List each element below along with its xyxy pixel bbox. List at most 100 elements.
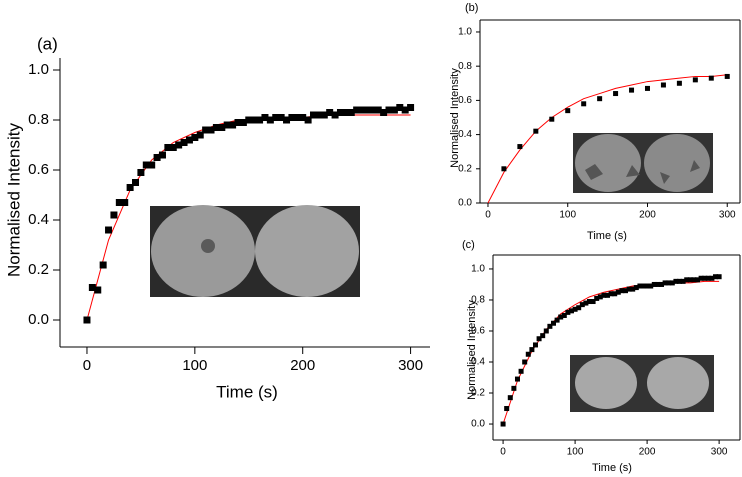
data-point (579, 302, 585, 308)
x-tick-label: 100 (559, 210, 576, 221)
data-point (695, 277, 701, 283)
data-point (385, 106, 393, 114)
data-point (326, 109, 334, 116)
data-point (687, 277, 693, 283)
data-point (554, 317, 560, 323)
panel-label: (c) (462, 239, 475, 251)
data-point (597, 294, 603, 300)
data-point (115, 199, 123, 206)
data-point (549, 116, 555, 122)
data-point (126, 184, 134, 191)
data-point (660, 82, 666, 88)
data-point (637, 283, 643, 289)
data-point (110, 211, 118, 219)
data-point (698, 275, 704, 281)
y-tick-label: 1.0 (471, 264, 485, 275)
data-point (543, 328, 549, 334)
data-point (175, 141, 183, 149)
data-point (407, 104, 415, 111)
data-point (169, 144, 177, 151)
x-axis-label: Time (s) (587, 230, 627, 242)
data-point (583, 300, 589, 306)
data-point (363, 106, 371, 114)
data-point (347, 109, 355, 116)
data-point (180, 139, 188, 146)
data-point (604, 292, 610, 298)
panel-label: (b) (465, 2, 478, 14)
data-point (629, 87, 635, 93)
data-point (196, 131, 204, 139)
data-point (223, 121, 231, 129)
data-point (576, 305, 582, 311)
data-point (309, 111, 317, 119)
data-point (158, 151, 166, 159)
data-point (121, 199, 129, 206)
data-point (630, 286, 636, 292)
x-tick-label: 300 (711, 447, 728, 458)
data-point (716, 274, 722, 280)
data-point (613, 91, 619, 97)
data-point (525, 351, 531, 357)
data-point (250, 116, 258, 124)
y-tick-label: 0.2 (471, 388, 485, 399)
data-point (680, 278, 686, 284)
inset-images-c (570, 355, 714, 412)
data-point (396, 104, 404, 111)
data-point (191, 134, 199, 141)
y-tick-label: 1.0 (458, 27, 472, 38)
data-point (518, 368, 524, 374)
data-point (164, 144, 172, 151)
y-axis-label: Normalised Intensity (4, 123, 23, 278)
x-tick-label: 300 (719, 210, 736, 221)
data-point (239, 119, 247, 126)
y-tick-label: 0.6 (471, 326, 485, 337)
data-point (277, 114, 285, 121)
data-point (369, 106, 377, 114)
y-tick-label: 0.0 (471, 419, 485, 430)
data-point (565, 108, 571, 114)
data-point (353, 106, 361, 114)
data-point (522, 359, 528, 365)
data-point (676, 80, 682, 86)
data-point (331, 111, 339, 119)
data-point (644, 283, 650, 289)
data-point (105, 226, 113, 234)
data-point (315, 111, 323, 119)
data-point (708, 75, 714, 81)
data-point (380, 109, 388, 116)
data-point (702, 275, 708, 281)
data-point (153, 154, 161, 161)
y-tick-label: 1.0 (28, 61, 49, 78)
y-axis-label: Normalised Intensity (449, 68, 461, 168)
data-point (390, 106, 398, 114)
data-point (705, 275, 711, 281)
data-point (293, 114, 301, 121)
data-point (684, 277, 690, 283)
data-point (83, 316, 91, 324)
data-point (533, 128, 539, 134)
data-point (626, 286, 632, 292)
y-tick-label: 0.8 (471, 295, 485, 306)
data-point (374, 106, 382, 114)
data-point (666, 280, 672, 286)
data-point (94, 286, 102, 294)
data-point (500, 421, 506, 427)
data-point (207, 126, 215, 134)
data-point (320, 111, 328, 119)
y-tick-label: 0.8 (458, 61, 472, 72)
data-point (304, 116, 312, 124)
data-point (517, 144, 523, 150)
data-point (504, 406, 510, 412)
data-point (659, 281, 665, 287)
data-point (299, 114, 307, 121)
data-point (655, 281, 661, 287)
data-point (586, 299, 592, 305)
data-point (558, 314, 564, 320)
x-tick-label: 0 (83, 357, 91, 374)
y-tick-label: 0.4 (471, 357, 485, 368)
data-point (547, 323, 553, 329)
data-point (651, 281, 657, 287)
data-point (724, 73, 730, 79)
data-point (234, 119, 242, 126)
data-point (99, 261, 107, 269)
